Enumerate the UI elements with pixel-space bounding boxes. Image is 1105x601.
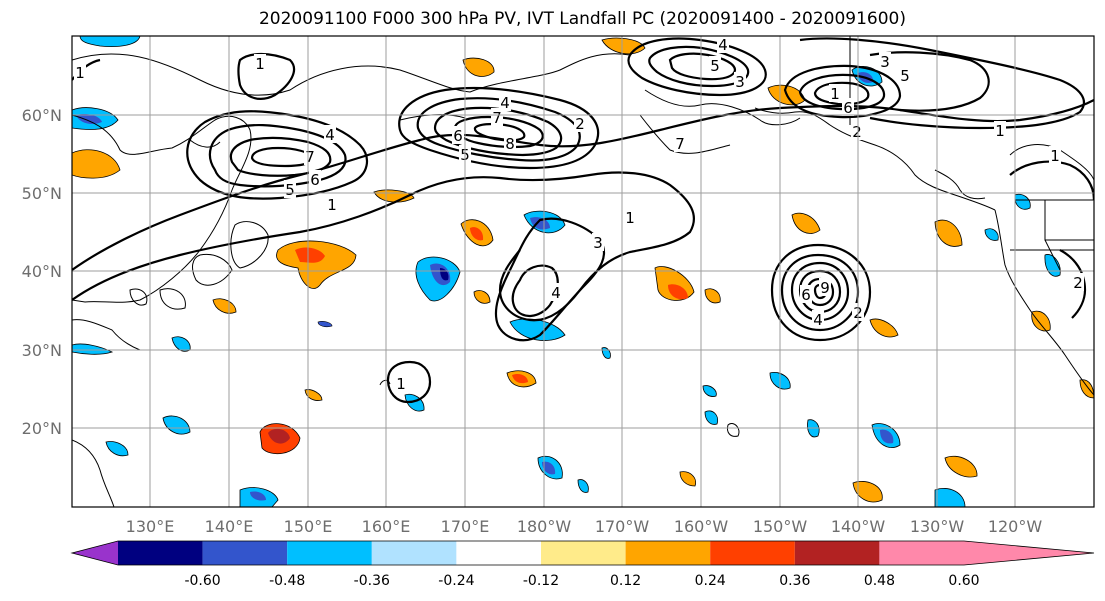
- colorbar-segment: [287, 541, 372, 565]
- map-title: 2020091100 F000 300 hPa PV, IVT Landfall…: [258, 9, 906, 29]
- contour-label: 2: [1073, 274, 1083, 292]
- lon-label: 160°E: [362, 517, 411, 536]
- lat-label: 60°N: [22, 106, 62, 125]
- pv-shading: [72, 36, 1094, 507]
- colorbar-segment: [541, 541, 626, 565]
- colorbar-upper-extend: [964, 541, 1094, 565]
- contour-label: 5: [285, 181, 295, 199]
- colorbar-tick: 0.48: [864, 573, 895, 589]
- longitude-labels: 130°E 140°E 150°E 160°E 170°E 180°W 170°…: [126, 517, 1043, 536]
- contour-label: 7: [305, 148, 315, 166]
- lon-label: 180°W: [517, 517, 572, 536]
- colorbar-tick: -0.24: [438, 573, 474, 589]
- colorbar-segment: [710, 541, 795, 565]
- contour-label: 2: [852, 123, 862, 141]
- contour-label: 1: [995, 122, 1005, 140]
- contour-label: 1: [327, 196, 337, 214]
- lon-label: 130°E: [126, 517, 175, 536]
- colorbar-segment: [118, 541, 203, 565]
- colorbar-segment: [794, 541, 880, 565]
- colorbar-tick: -0.12: [523, 573, 559, 589]
- contour-label: 6: [801, 286, 811, 304]
- contour-label: 1: [396, 375, 406, 393]
- contour-label: 4: [551, 284, 561, 302]
- gridlines: [72, 36, 1094, 507]
- contour-label: 1: [830, 85, 840, 103]
- lon-label: 150°E: [284, 517, 333, 536]
- contour-label: 6: [453, 127, 463, 145]
- map-frame: [71, 35, 1095, 508]
- contour-label: 1: [255, 55, 265, 73]
- contour-label: 4: [325, 126, 335, 144]
- lat-label: 30°N: [22, 341, 62, 360]
- contour-label: 5: [710, 57, 720, 75]
- lon-label: 160°W: [674, 517, 729, 536]
- contour-label: 1: [1050, 147, 1060, 165]
- colorbar-segment: [202, 541, 288, 565]
- colorbar-tick: 0.24: [695, 573, 726, 589]
- contour-label: 9: [820, 279, 830, 297]
- contour-label: 6: [310, 171, 320, 189]
- contour-label: 3: [880, 53, 890, 71]
- colorbar-tick: 0.36: [779, 573, 810, 589]
- contour-label: 7: [492, 109, 502, 127]
- colorbar-lower-extend: [72, 541, 118, 565]
- contour-label: 7: [675, 135, 685, 153]
- contour-label: 6: [843, 99, 853, 117]
- latitude-labels: 60°N 50°N 40°N 30°N 20°N: [22, 106, 62, 438]
- colorbar-tick: -0.60: [184, 573, 220, 589]
- contour-label: 3: [735, 73, 745, 91]
- contour-label: 4: [718, 36, 728, 54]
- colorbar-segment: [879, 541, 964, 565]
- colorbar-tick: -0.48: [269, 573, 305, 589]
- contour-label: 2: [575, 115, 585, 133]
- lon-label: 140°E: [205, 517, 254, 536]
- contour-label: 8: [505, 135, 515, 153]
- contour-label: 5: [900, 67, 910, 85]
- lon-label: 170°E: [441, 517, 490, 536]
- contour-label: 4: [813, 311, 823, 329]
- lat-label: 40°N: [22, 262, 62, 281]
- lat-label: 50°N: [22, 184, 62, 203]
- colorbar-tick: 0.60: [948, 573, 979, 589]
- lat-label: 20°N: [22, 419, 62, 438]
- lon-label: 150°W: [753, 517, 808, 536]
- contour-label: 3: [593, 234, 603, 252]
- contour-label: 1: [75, 64, 85, 82]
- lon-label: 130°W: [910, 517, 965, 536]
- colorbar-segment: [625, 541, 711, 565]
- contour-label: 4: [500, 94, 510, 112]
- contour-label: 1: [625, 209, 635, 227]
- colorbar-segment: [456, 541, 541, 565]
- colorbar-tick: 0.12: [610, 573, 641, 589]
- lon-label: 140°W: [831, 517, 886, 536]
- colorbar: -0.60 -0.48 -0.36 -0.24 -0.12 0.12 0.24 …: [70, 540, 1095, 589]
- lon-label: 170°W: [595, 517, 650, 536]
- colorbar-tick: -0.36: [354, 573, 390, 589]
- positive-anomaly-blobs: [72, 37, 1094, 503]
- colorbar-segment: [371, 541, 457, 565]
- coastlines: [72, 36, 1094, 507]
- lon-label: 120°W: [988, 517, 1043, 536]
- contour-labels: 1 1 4 7 6 5 4 7 6 5 8 2 1 3 4 4 3 5 1 6 …: [74, 36, 1084, 393]
